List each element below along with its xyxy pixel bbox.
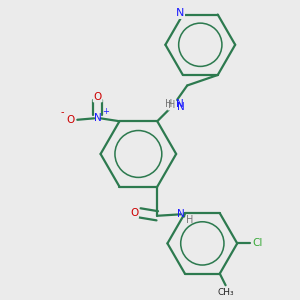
Text: N: N <box>176 8 184 18</box>
Text: H: H <box>168 100 176 110</box>
Text: O: O <box>66 115 74 125</box>
Text: -: - <box>60 106 64 117</box>
Text: Cl: Cl <box>252 238 263 248</box>
Text: N: N <box>177 209 184 219</box>
Text: N: N <box>177 102 184 112</box>
Text: O: O <box>130 208 138 218</box>
Text: +: + <box>102 106 109 116</box>
Text: O: O <box>94 92 102 101</box>
Text: H: H <box>165 99 172 109</box>
Text: H: H <box>186 214 194 225</box>
Text: N: N <box>94 113 101 123</box>
Text: CH₃: CH₃ <box>217 288 234 297</box>
Text: N: N <box>176 99 184 109</box>
